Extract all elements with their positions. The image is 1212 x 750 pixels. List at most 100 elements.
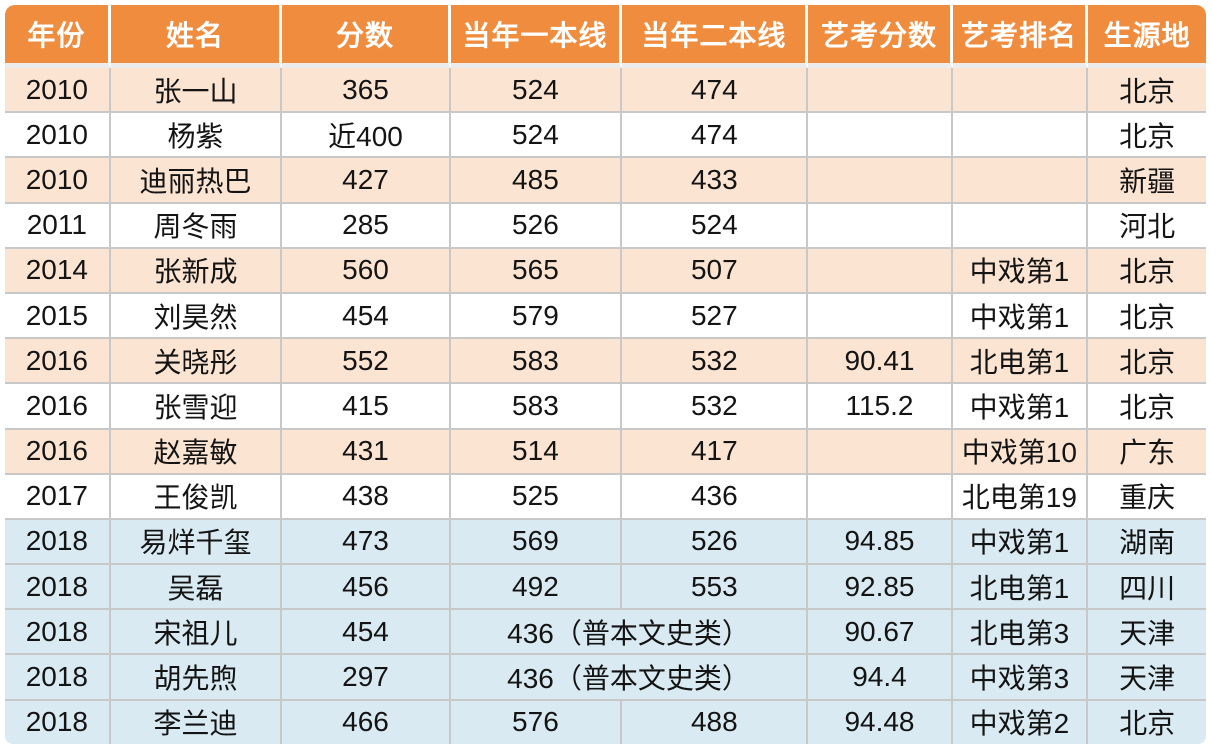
- cell-art-exam-rank: [952, 158, 1089, 204]
- table-row: 2016 张雪迎 415 583 532 115.2 中戏第1 北京: [5, 384, 1206, 430]
- cell-tier2-line: 507: [622, 248, 809, 294]
- cell-year: 2018: [5, 610, 111, 656]
- cell-art-exam-rank: 北电第1: [952, 339, 1089, 385]
- cell-year: 2015: [5, 293, 111, 340]
- column-header-name: 姓名: [110, 5, 283, 68]
- table-row: 2018 宋祖儿 454 436（普本文史类） 90.67 北电第3 天津: [5, 610, 1206, 656]
- cell-tier1-line: 565: [450, 248, 623, 294]
- cell-art-exam-score: [808, 248, 953, 294]
- cell-art-exam-rank: 中戏第1: [952, 519, 1089, 566]
- cell-origin: 北京: [1088, 113, 1206, 159]
- cell-tier2-line: 532: [622, 384, 809, 430]
- cell-score: 近400: [282, 113, 451, 159]
- cell-year: 2018: [5, 655, 111, 701]
- cell-origin: 北京: [1088, 700, 1206, 744]
- column-header-score: 分数: [282, 5, 451, 68]
- cell-art-exam-rank: [952, 68, 1089, 114]
- cell-tier1-line: 579: [450, 293, 623, 340]
- cell-name: 王俊凯: [110, 474, 283, 520]
- cell-score: 431: [282, 429, 451, 475]
- cell-tier1-line: 436（普本文史类）: [450, 655, 809, 701]
- cell-tier1-line: 492: [450, 565, 623, 611]
- cell-art-exam-rank: 北电第3: [952, 610, 1089, 656]
- header-row: 年份 姓名 分数 当年一本线 当年二本线 艺考分数 艺考排名 生源地: [5, 5, 1206, 68]
- cell-name: 李兰迪: [110, 700, 283, 744]
- table-row: 2015 刘昊然 454 579 527 中戏第1 北京: [5, 293, 1206, 340]
- cell-score: 365: [282, 68, 451, 114]
- cell-art-exam-rank: 中戏第2: [952, 700, 1089, 744]
- cell-art-exam-rank: 北电第19: [952, 474, 1089, 520]
- cell-art-exam-score: [808, 429, 953, 475]
- cell-origin: 北京: [1088, 248, 1206, 294]
- cell-year: 2018: [5, 700, 111, 744]
- cell-name: 张新成: [110, 248, 283, 294]
- cell-origin: 重庆: [1088, 474, 1206, 520]
- cell-name: 赵嘉敏: [110, 429, 283, 475]
- cell-origin: 天津: [1088, 610, 1206, 656]
- cell-name: 胡先煦: [110, 655, 283, 701]
- cell-origin: 河北: [1088, 203, 1206, 249]
- cell-art-exam-score: 94.48: [808, 700, 953, 744]
- cell-tier2-line: 417: [622, 429, 809, 475]
- table-row: 2018 易烊千玺 473 569 526 94.85 中戏第1 湖南: [5, 519, 1206, 566]
- column-header-art-exam-score: 艺考分数: [808, 5, 953, 68]
- cell-art-exam-score: 94.4: [808, 655, 953, 701]
- cell-tier1-line: 526: [450, 203, 623, 249]
- cell-tier1-line: 525: [450, 474, 623, 520]
- cell-name: 吴磊: [110, 565, 283, 611]
- cell-year: 2018: [5, 565, 111, 611]
- cell-tier2-line: 532: [622, 339, 809, 385]
- cell-tier2-line: 474: [622, 113, 809, 159]
- cell-art-exam-score: [808, 203, 953, 249]
- cell-score: 560: [282, 248, 451, 294]
- cell-origin: 四川: [1088, 565, 1206, 611]
- cell-name: 刘昊然: [110, 293, 283, 340]
- cell-year: 2016: [5, 384, 111, 430]
- cell-art-exam-rank: 北电第1: [952, 565, 1089, 611]
- table-row: 2010 杨紫 近400 524 474 北京: [5, 113, 1206, 159]
- cell-origin: 广东: [1088, 429, 1206, 475]
- cell-tier2-line: 526: [622, 519, 809, 566]
- cell-name: 易烊千玺: [110, 519, 283, 566]
- cell-art-exam-rank: 中戏第3: [952, 655, 1089, 701]
- cell-score: 415: [282, 384, 451, 430]
- cell-origin: 北京: [1088, 68, 1206, 114]
- cell-tier2-line: 474: [622, 68, 809, 114]
- cell-name: 张雪迎: [110, 384, 283, 430]
- cell-tier1-line: 583: [450, 384, 623, 430]
- cell-art-exam-score: [808, 113, 953, 159]
- cell-tier1-line: 569: [450, 519, 623, 566]
- cell-tier2-line: 524: [622, 203, 809, 249]
- cell-art-exam-score: 90.41: [808, 339, 953, 385]
- cell-score: 454: [282, 293, 451, 340]
- table-row: 2018 吴磊 456 492 553 92.85 北电第1 四川: [5, 565, 1206, 611]
- cell-year: 2011: [5, 203, 111, 249]
- column-header-origin: 生源地: [1088, 5, 1206, 68]
- cell-score: 297: [282, 655, 451, 701]
- cell-score: 454: [282, 610, 451, 656]
- table-row: 2010 张一山 365 524 474 北京: [5, 68, 1206, 114]
- cell-origin: 新疆: [1088, 158, 1206, 204]
- cell-year: 2016: [5, 339, 111, 385]
- column-header-tier2-line: 当年二本线: [622, 5, 809, 68]
- cell-year: 2017: [5, 474, 111, 520]
- table-row: 2014 张新成 560 565 507 中戏第1 北京: [5, 248, 1206, 294]
- cell-art-exam-rank: [952, 203, 1089, 249]
- cell-year: 2010: [5, 158, 111, 204]
- cell-score: 438: [282, 474, 451, 520]
- cell-art-exam-score: 94.85: [808, 519, 953, 566]
- table-row: 2018 李兰迪 466 576 488 94.48 中戏第2 北京: [5, 700, 1206, 744]
- cell-tier1-line: 576: [450, 700, 623, 744]
- table-row: 2011 周冬雨 285 526 524 河北: [5, 203, 1206, 249]
- table-row: 2010 迪丽热巴 427 485 433 新疆: [5, 158, 1206, 204]
- cell-art-exam-rank: 中戏第1: [952, 384, 1089, 430]
- cell-art-exam-score: 115.2: [808, 384, 953, 430]
- cell-tier1-line: 514: [450, 429, 623, 475]
- cell-tier2-line: 433: [622, 158, 809, 204]
- column-header-year: 年份: [5, 5, 111, 68]
- cell-origin: 湖南: [1088, 519, 1206, 566]
- cell-name: 张一山: [110, 68, 283, 114]
- cell-year: 2016: [5, 429, 111, 475]
- cell-art-exam-score: [808, 293, 953, 340]
